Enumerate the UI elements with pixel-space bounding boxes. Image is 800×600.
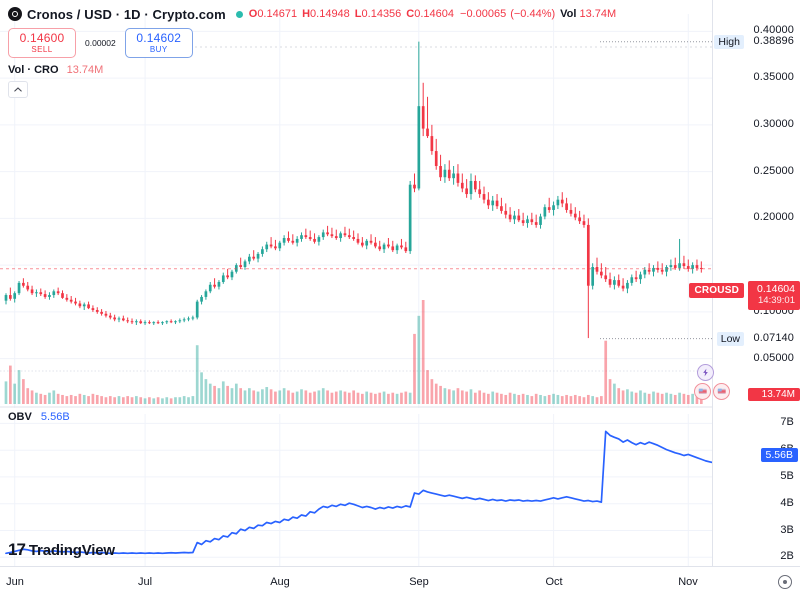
time-axis[interactable]: Jun Jul Aug Sep Oct Nov: [0, 566, 800, 600]
price-axis[interactable]: 0.400000.350000.300000.250000.200000.150…: [689, 0, 800, 566]
obv-legend-label: OBV: [8, 411, 32, 423]
chart-canvas[interactable]: [0, 0, 712, 566]
price-tick-label: 0.35000: [753, 71, 794, 83]
obv-tick-label: 5B: [780, 470, 794, 482]
volume-value: 13.74M: [579, 8, 617, 20]
obv-tick-label: 2B: [780, 550, 794, 562]
trade-panel: 0.14600 SELL 0.00002 0.14602 BUY: [8, 28, 616, 58]
volume-value-tag: 13.74M: [748, 388, 800, 401]
high-label: H: [302, 8, 311, 20]
price-tick-label: 0.30000: [753, 118, 794, 130]
current-price-value: 0.14604: [757, 283, 795, 295]
alert-button[interactable]: [697, 364, 714, 381]
high-marker-label: High: [714, 35, 744, 49]
time-tick-label: Oct: [545, 576, 563, 588]
buy-label: BUY: [149, 45, 168, 54]
ohlc-values: O0.14671 H0.14948 L0.14356 C0.14604 −0.0…: [235, 8, 617, 20]
volume-legend[interactable]: Vol · CRO 13.74M: [8, 64, 616, 76]
tradingview-wordmark: TradingView: [28, 541, 115, 559]
close-value: 0.14604: [414, 8, 455, 20]
symbol-row[interactable]: Cronos / USD · 1D · Crypto.com O0.14671 …: [8, 5, 616, 23]
obv-tick-label: 3B: [780, 524, 794, 536]
lightning-bolt-icon: [703, 368, 708, 377]
volume-legend-value: 13.74M: [66, 64, 104, 76]
time-tick-label: Sep: [409, 576, 429, 588]
time-tick-label: Jun: [6, 576, 24, 588]
sell-price: 0.14600: [19, 31, 65, 45]
sell-button[interactable]: 0.14600 SELL: [8, 28, 76, 58]
time-tick-label: Aug: [270, 576, 290, 588]
market-open-dot: [235, 10, 243, 18]
current-price-time: 14:39:01: [758, 295, 795, 306]
time-tick-label: Nov: [678, 576, 698, 588]
low-value: 0.14356: [361, 8, 402, 20]
obv-legend[interactable]: OBV 5.56B: [8, 411, 70, 423]
price-tick-label: 0.05000: [753, 352, 794, 364]
change-value: −0.00065: [460, 8, 507, 20]
clock-button[interactable]: [778, 575, 792, 589]
obv-legend-value: 5.56B: [40, 411, 70, 423]
sell-label: SELL: [31, 45, 53, 54]
obv-tick-label: 4B: [780, 497, 794, 509]
volume-legend-label: Vol · CRO: [8, 64, 59, 76]
tradingview-watermark: 17 TradingView: [8, 540, 115, 560]
change-percent: (−0.44%): [510, 8, 556, 20]
short-position-button[interactable]: [694, 383, 711, 400]
buy-flag-icon: [717, 388, 726, 394]
buy-price: 0.14602: [136, 31, 182, 45]
price-tick-label: 0.40000: [753, 24, 794, 36]
open-label: O: [248, 8, 258, 20]
open-value: 0.14671: [257, 8, 298, 20]
spread-value: 0.00002: [85, 38, 116, 48]
high-value: 0.14948: [310, 8, 350, 20]
obv-tick-label: 7B: [780, 416, 794, 428]
chevron-up-icon: [14, 87, 22, 92]
current-price-tag: 0.14604 14:39:01: [748, 281, 800, 310]
obv-value-tag: 5.56B: [760, 448, 798, 462]
cronos-logo-icon: [8, 7, 22, 21]
price-tick-label: 0.25000: [753, 165, 794, 177]
chart-legend: Cronos / USD · 1D · Crypto.com O0.14671 …: [8, 5, 616, 98]
buy-button[interactable]: 0.14602 BUY: [124, 28, 193, 58]
tradingview-mark-icon: 17: [8, 540, 26, 559]
close-label: C: [406, 8, 415, 20]
high-marker-value: 0.38896: [753, 35, 794, 47]
low-label: L: [354, 8, 362, 20]
current-ticker-tag: CROUSD: [689, 283, 744, 298]
collapse-pane-button[interactable]: [8, 81, 28, 98]
low-marker-label: Low: [716, 332, 744, 346]
volume-label: Vol: [560, 8, 577, 20]
long-position-button[interactable]: [713, 383, 730, 400]
page-title[interactable]: Cronos / USD · 1D · Crypto.com: [27, 6, 226, 22]
time-tick-label: Jul: [137, 576, 153, 588]
low-marker-value: 0.07140: [753, 332, 794, 344]
price-tick-label: 0.20000: [753, 211, 794, 223]
sell-flag-icon: [698, 388, 707, 394]
